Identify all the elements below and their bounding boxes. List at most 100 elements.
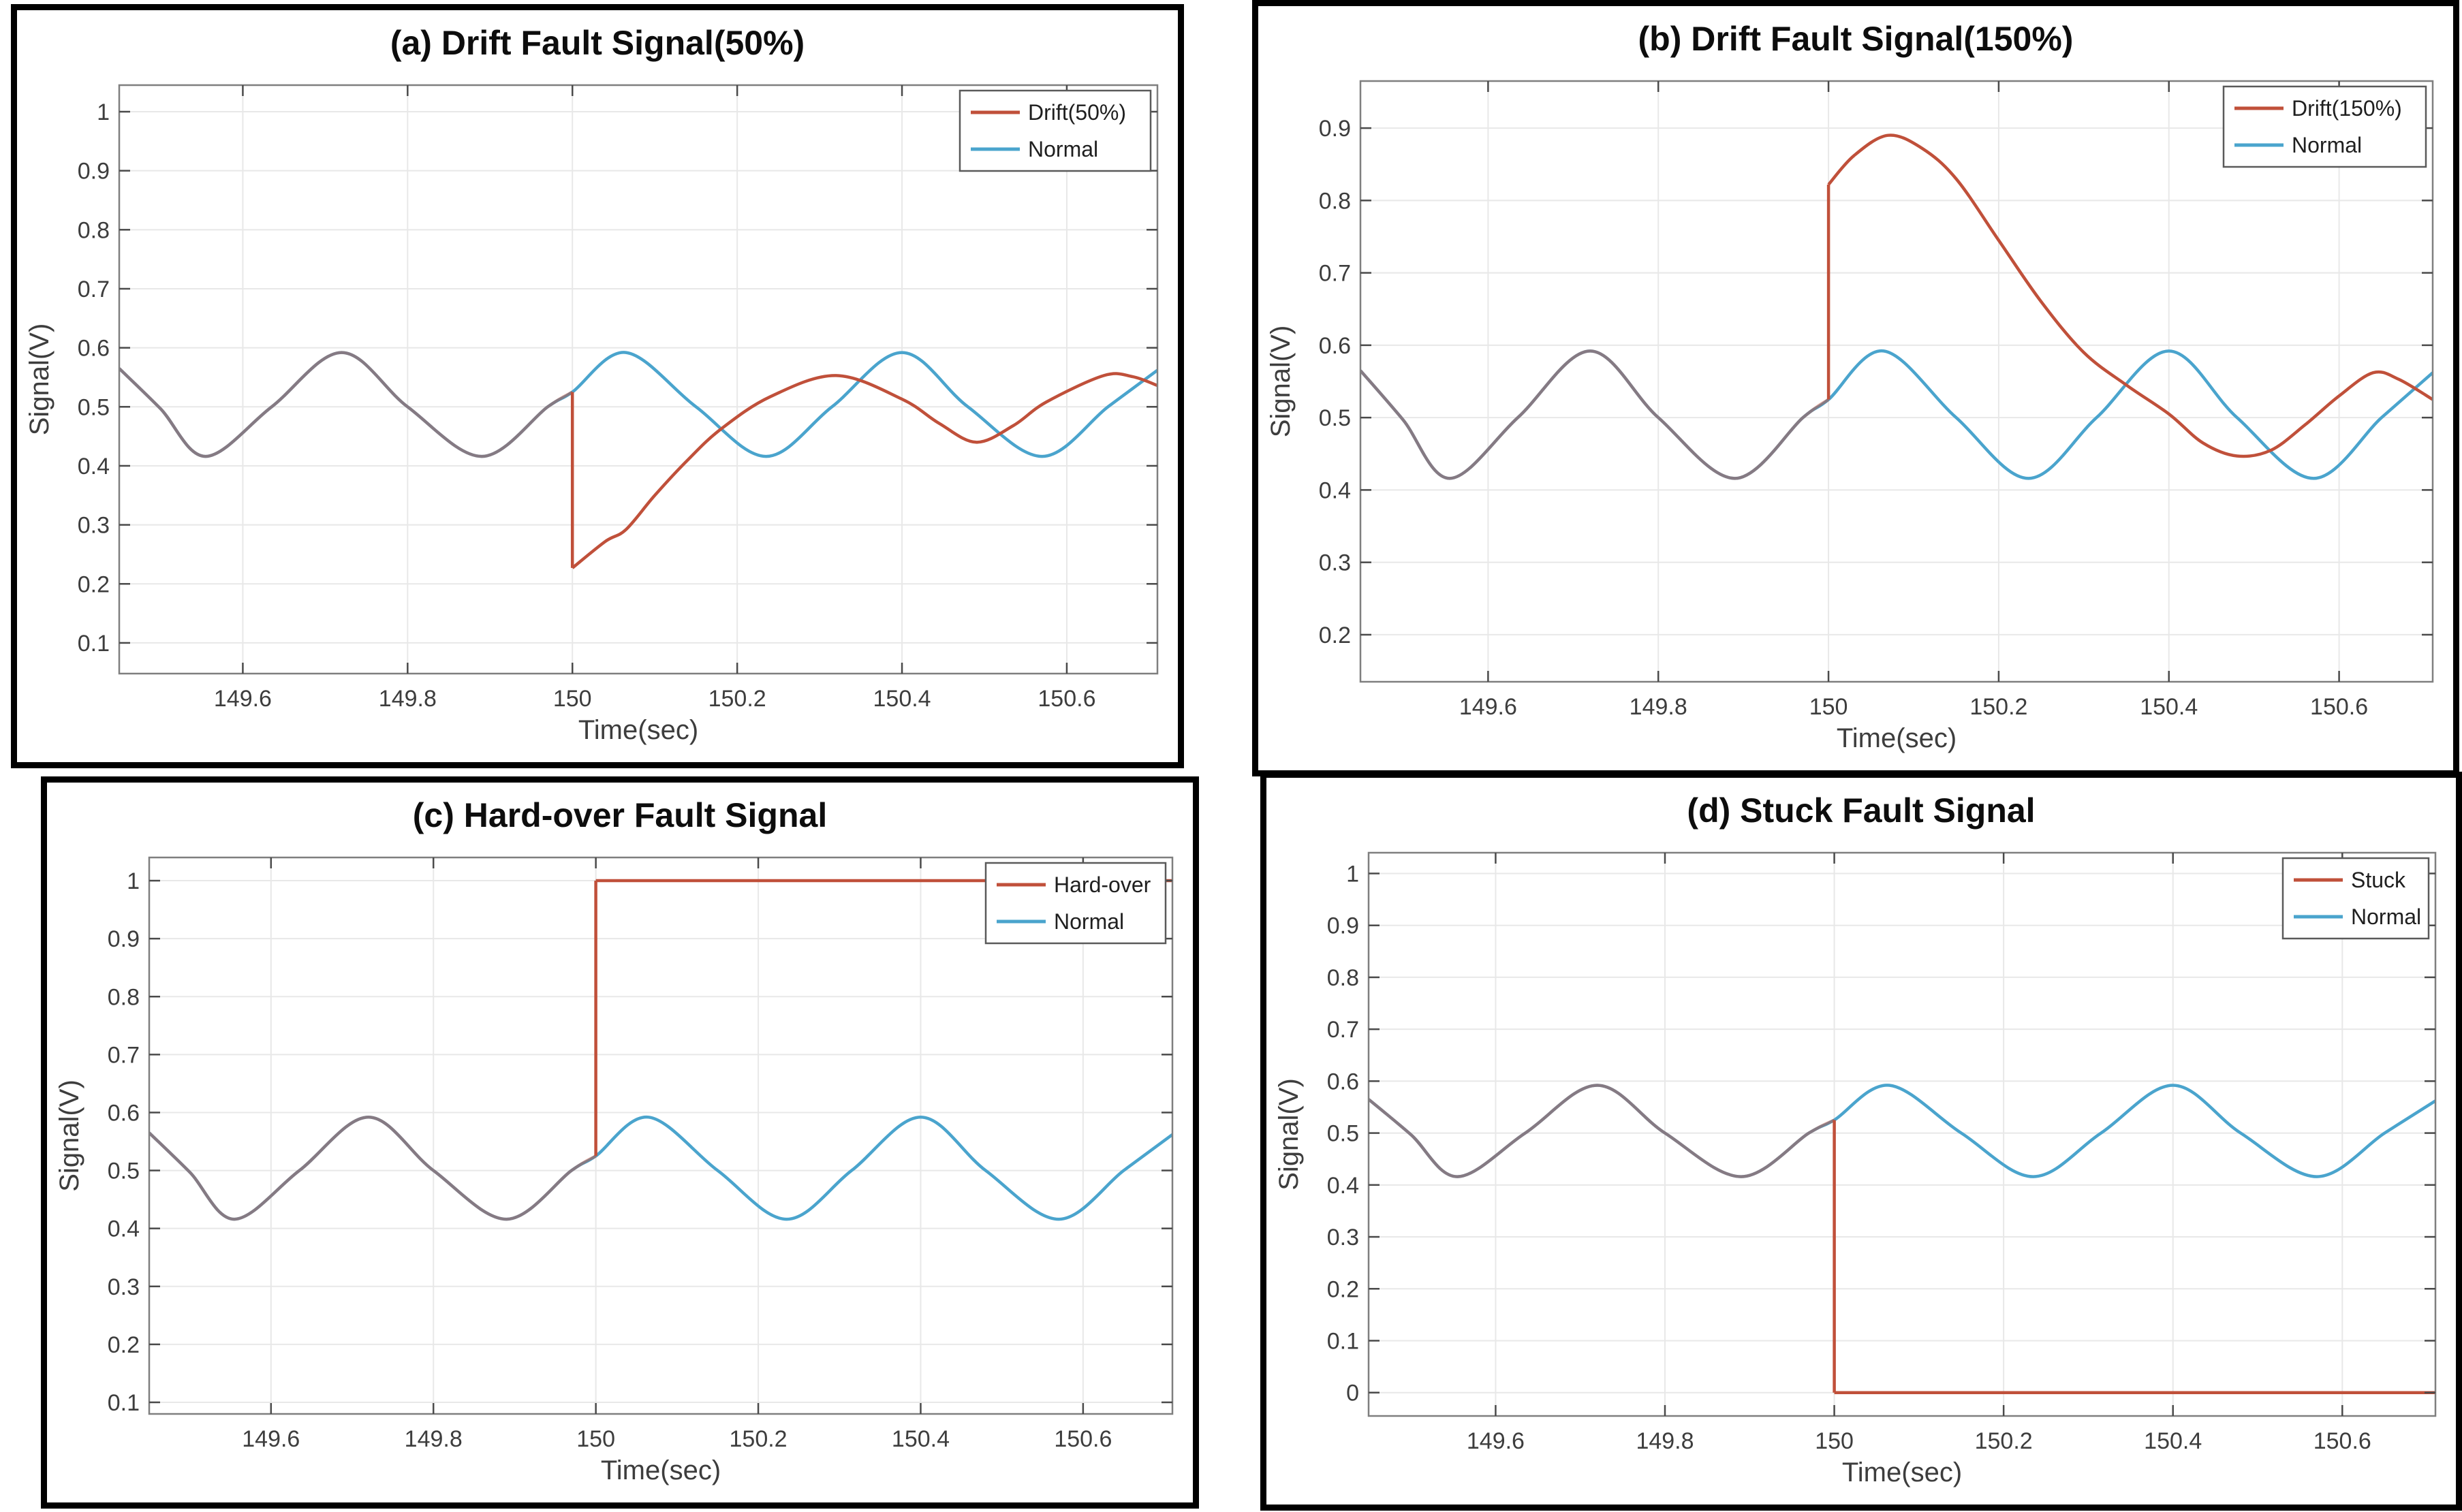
x-axis-label: Time(sec) [1837, 723, 1957, 753]
legend: Drift(150%) Normal [2222, 85, 2427, 168]
y-tick-label: 0.2 [108, 1332, 140, 1358]
y-tick-label: 0.2 [1319, 623, 1351, 648]
x-tick-label: 149.6 [214, 686, 272, 712]
legend: Hard-over Normal [984, 862, 1167, 945]
x-tick-label: 150 [1815, 1428, 1854, 1454]
chart-line-drift-150 [1827, 133, 2433, 458]
y-tick-label: 0.9 [1327, 913, 1359, 939]
y-tick-label: 0.2 [1327, 1276, 1359, 1302]
legend-label: Drift(50%) [1028, 100, 1126, 125]
y-tick-label: 1 [127, 868, 140, 894]
x-tick-label: 149.6 [1459, 694, 1517, 720]
x-tick-label: 150.6 [1038, 686, 1095, 712]
chart-line-hard-over [149, 1116, 597, 1221]
x-tick-label: 150.6 [1054, 1426, 1112, 1452]
legend-label: Hard-over [1054, 872, 1151, 897]
y-tick-label: 1 [97, 99, 110, 125]
x-axis-label: Time(sec) [601, 1455, 721, 1485]
chart-plot-area: 149.6 149.8 150 150.2 150.4 150.6 0.2 0.3 0.4 0.5… [1258, 72, 2453, 770]
legend-label: Normal [1028, 137, 1098, 161]
tick-labels: 149.6 149.8 150 150.2 150.4 150.6 0.1 0.2 0.3 0.4… [108, 868, 1112, 1452]
chart-line-drift-150 [1360, 349, 1830, 480]
chart-plot-area: 149.6 149.8 150 150.2 150.4 150.6 0 0.1 0.2 0.3 0.… [1266, 843, 2456, 1505]
chart-grid [1360, 81, 2433, 682]
y-tick-label: 0.9 [1319, 116, 1351, 142]
x-tick-label: 150.6 [2313, 1428, 2371, 1454]
chart-line-stuck [1369, 1084, 1835, 1178]
x-tick-label: 150.2 [1969, 694, 2027, 720]
y-axis-label: Signal(V) [1274, 1078, 1304, 1191]
y-tick-label: 0.6 [1327, 1069, 1359, 1094]
y-tick-label: 1 [1346, 861, 1359, 887]
x-axis-label: Time(sec) [578, 715, 698, 745]
y-tick-label: 0.8 [1319, 188, 1351, 214]
chart-hard-over: 149.6 149.8 150 150.2 150.4 150.6 0.1 0.2 0.3 0.4… [54, 856, 1174, 1485]
legend: Stuck Normal [2281, 857, 2430, 940]
chart-title: (d) Stuck Fault Signal [1687, 791, 2036, 830]
x-tick-label: 150 [576, 1426, 615, 1452]
axis-ticks [149, 857, 1172, 1414]
x-tick-label: 149.8 [405, 1426, 463, 1452]
y-tick-label: 0.3 [1327, 1225, 1359, 1250]
y-tick-label: 0.5 [78, 394, 110, 420]
y-tick-label: 0.7 [1327, 1017, 1359, 1043]
chart-plot-area: 149.6 149.8 150 150.2 150.4 150.6 0.1 0.2 0.3 0.4… [17, 76, 1178, 762]
chart-line-drift-50 [119, 351, 574, 458]
axis-ticks [119, 85, 1157, 674]
x-tick-label: 150.4 [2144, 1428, 2202, 1454]
legend: Drift(50%) Normal [959, 89, 1152, 172]
y-tick-label: 0.7 [1319, 261, 1351, 287]
axis-ticks [1369, 853, 2435, 1416]
axis-box [118, 84, 1159, 675]
legend-label: Normal [1054, 909, 1124, 934]
y-tick-label: 0.9 [78, 159, 110, 185]
y-axis-label: Signal(V) [54, 1080, 84, 1192]
legend-label: Normal [2292, 133, 2362, 157]
x-axis-label: Time(sec) [1842, 1458, 1962, 1487]
x-tick-label: 149.8 [379, 686, 437, 712]
tick-labels: 149.6 149.8 150 150.2 150.4 150.6 0 0.1 0.2 0.3 0.… [1327, 861, 2371, 1454]
y-tick-label: 0.5 [108, 1159, 140, 1184]
legend-label: Stuck [2351, 868, 2406, 892]
x-tick-label: 150.2 [730, 1426, 788, 1452]
chart-grid [1369, 853, 2435, 1416]
chart-drift-150: 149.6 149.8 150 150.2 150.4 150.6 0.2 0.3 0.4 0.5… [1266, 80, 2434, 753]
x-tick-label: 150 [553, 686, 592, 712]
y-tick-label: 0.7 [108, 1042, 140, 1068]
chart-grid [119, 85, 1157, 674]
y-tick-label: 0.5 [1327, 1121, 1359, 1147]
legend-label: Drift(150%) [2292, 96, 2402, 121]
panel-drift-50: (a) Drift Fault Signal(50%) 149.6 149.8 15… [11, 4, 1184, 768]
axis-box [148, 856, 1174, 1415]
axis-box [1359, 80, 2434, 683]
y-tick-label: 0.9 [108, 926, 140, 952]
y-tick-label: 0.3 [108, 1274, 140, 1300]
y-tick-label: 0.4 [78, 454, 110, 479]
y-tick-label: 0.3 [1319, 550, 1351, 576]
axis-ticks [1360, 81, 2433, 682]
y-tick-label: 0.5 [1319, 405, 1351, 431]
tick-labels: 149.6 149.8 150 150.2 150.4 150.6 0.1 0.2 0.3 0.4… [78, 99, 1096, 712]
y-tick-label: 0.2 [78, 571, 110, 597]
x-tick-label: 150.4 [2140, 694, 2198, 720]
x-tick-label: 150.4 [873, 686, 931, 712]
x-tick-label: 150.2 [1975, 1428, 2033, 1454]
x-tick-label: 150.2 [708, 686, 766, 712]
panel-stuck: (d) Stuck Fault Signal 149.6 149.8 150 150.… [1260, 772, 2462, 1511]
x-tick-label: 150.6 [2310, 694, 2368, 720]
chart-drift-50: 149.6 149.8 150 150.2 150.4 150.6 0.1 0.2 0.3 0.4… [25, 84, 1159, 745]
y-tick-label: 0.8 [108, 984, 140, 1010]
chart-series [119, 351, 1157, 569]
chart-title: (c) Hard-over Fault Signal [412, 796, 828, 834]
y-tick-label: 0.1 [108, 1390, 140, 1416]
y-tick-label: 0.3 [78, 513, 110, 539]
y-tick-label: 0.8 [1327, 965, 1359, 991]
x-tick-label: 149.8 [1636, 1428, 1694, 1454]
chart-plot-area: 149.6 149.8 150 150.2 150.4 150.6 0.1 0.2 0.3 0.4… [47, 848, 1193, 1502]
chart-stuck: 149.6 149.8 150 150.2 150.4 150.6 0 0.1 0.2 0.3 0.… [1274, 851, 2437, 1487]
x-tick-label: 149.6 [242, 1426, 300, 1452]
x-tick-label: 149.8 [1630, 694, 1687, 720]
y-tick-label: 0.6 [78, 336, 110, 362]
y-tick-label: 0.4 [1319, 477, 1351, 503]
y-tick-label: 0.4 [1327, 1173, 1359, 1199]
